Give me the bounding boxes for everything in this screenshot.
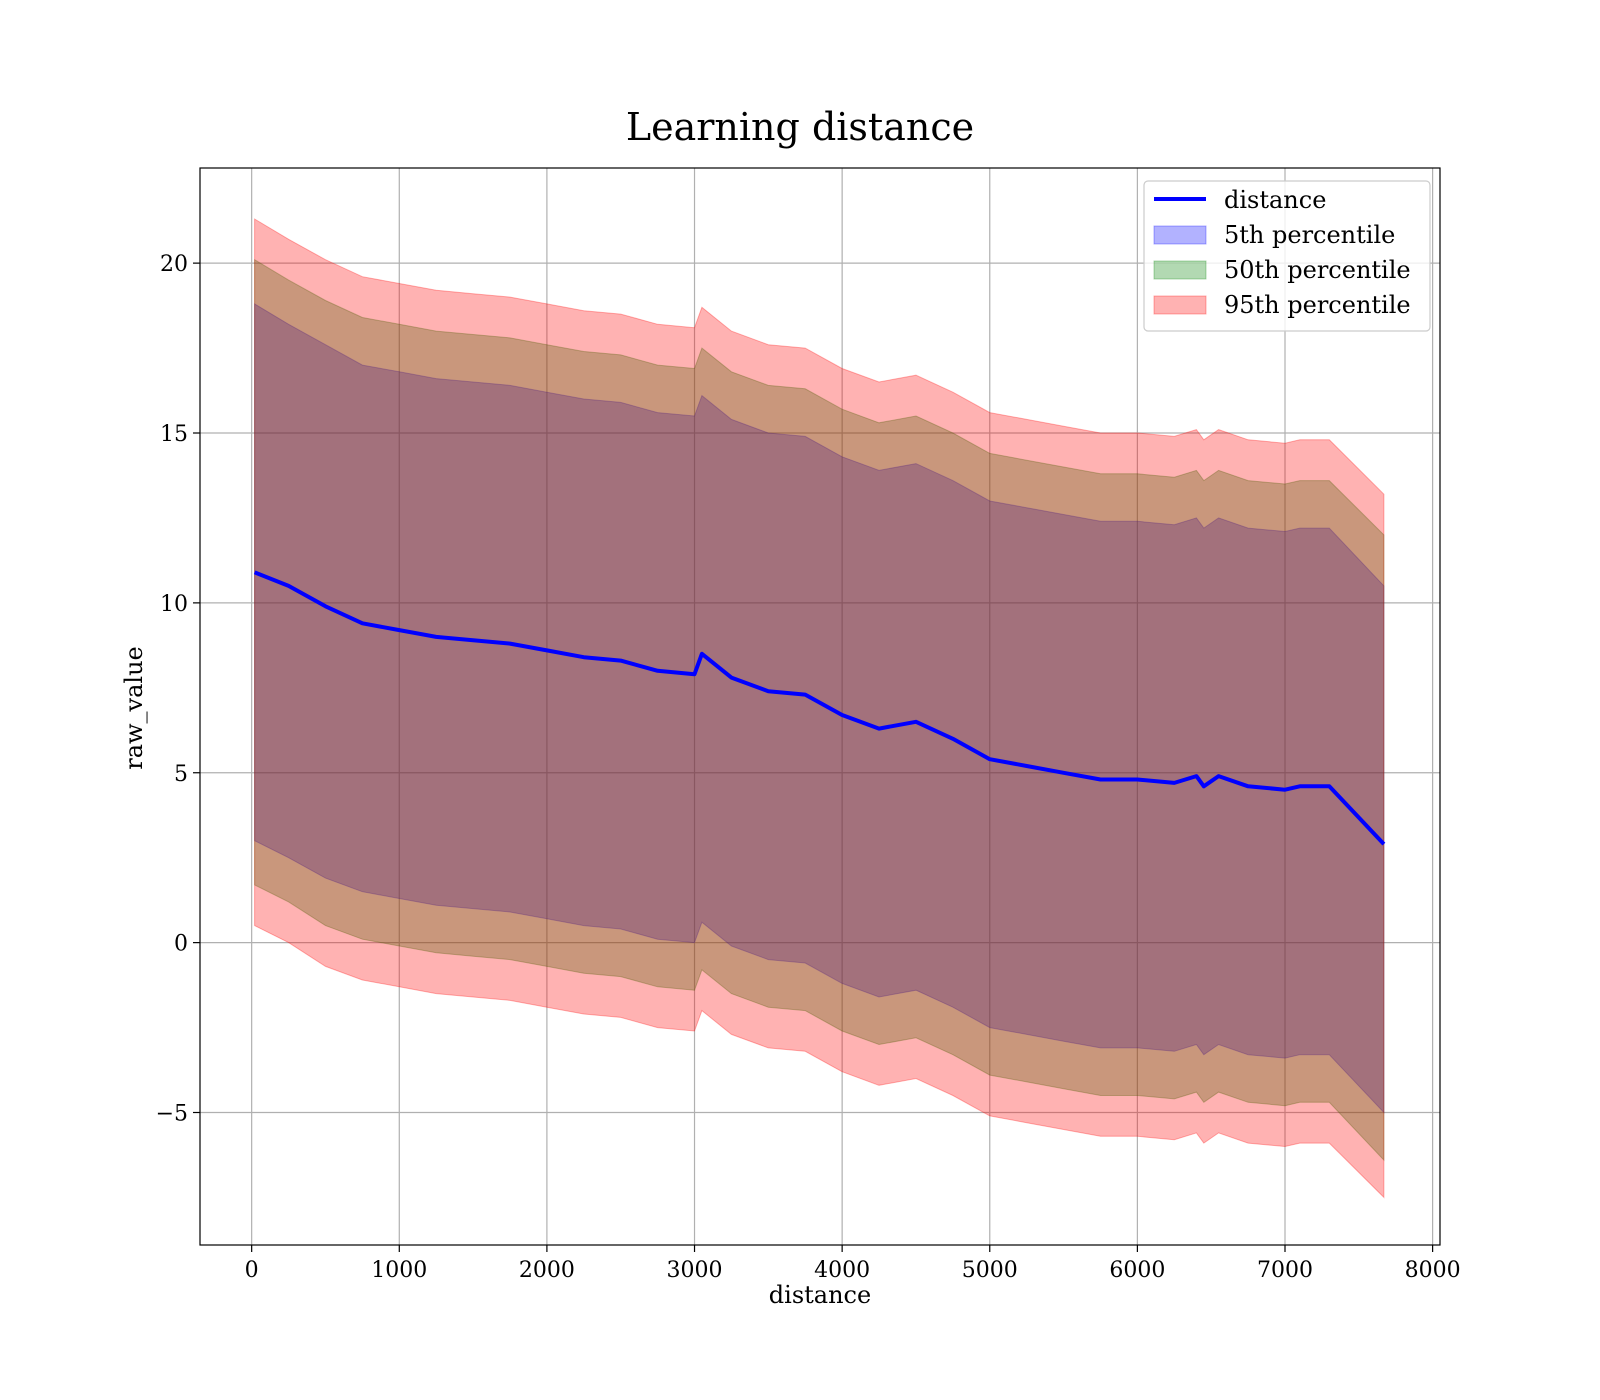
x-tick-label: 3000 — [667, 1258, 723, 1283]
grid — [200, 168, 1440, 1245]
legend-label-distance: distance — [1224, 186, 1326, 214]
x-tick-label: 8000 — [1405, 1258, 1461, 1283]
band-5th-percentile — [254, 303, 1385, 1114]
y-axis-label: raw_value — [120, 646, 148, 770]
x-axis-label: distance — [769, 1281, 871, 1309]
distance-series — [253, 570, 1386, 846]
x-axis-ticks: 0 1000 2000 3000 4000 5000 6000 7000 8000 — [245, 1245, 1461, 1283]
y-tick-label: 20 — [160, 252, 188, 277]
chart-title: Learning distance — [626, 105, 974, 149]
x-tick-label: 7000 — [1257, 1258, 1313, 1283]
legend-label-5th-percentile: 5th percentile — [1224, 221, 1395, 249]
x-tick-label: 6000 — [1109, 1258, 1165, 1283]
percentile-bands — [254, 218, 1385, 1199]
y-tick-label: −5 — [156, 1101, 188, 1126]
x-tick-label: 0 — [245, 1258, 259, 1283]
legend: distance 5th percentile 50th percentile … — [1143, 180, 1431, 332]
band-95th-percentile — [254, 218, 1385, 1199]
legend-swatch-95th-percentile — [1153, 295, 1207, 315]
legend-swatch-5th-percentile — [1153, 225, 1207, 245]
y-tick-label: 0 — [174, 932, 188, 957]
legend-frame — [1143, 180, 1431, 332]
x-tick-label: 1000 — [371, 1258, 427, 1283]
band-50th-percentile — [254, 258, 1385, 1162]
x-tick-label: 2000 — [519, 1258, 575, 1283]
legend-label-95th-percentile: 95th percentile — [1224, 291, 1411, 319]
y-tick-label: 15 — [160, 422, 188, 447]
x-tick-label: 5000 — [962, 1258, 1018, 1283]
plot-area — [199, 167, 1441, 1246]
legend-swatch-50th-percentile — [1153, 260, 1207, 280]
legend-label-50th-percentile: 50th percentile — [1224, 256, 1411, 284]
y-tick-label: 10 — [160, 592, 188, 617]
x-tick-label: 4000 — [814, 1258, 870, 1283]
distance-line — [253, 570, 1386, 846]
y-tick-label: 5 — [174, 762, 188, 787]
y-axis-ticks: −5 0 5 10 15 20 — [156, 252, 200, 1126]
plot-frame — [199, 167, 1441, 1246]
